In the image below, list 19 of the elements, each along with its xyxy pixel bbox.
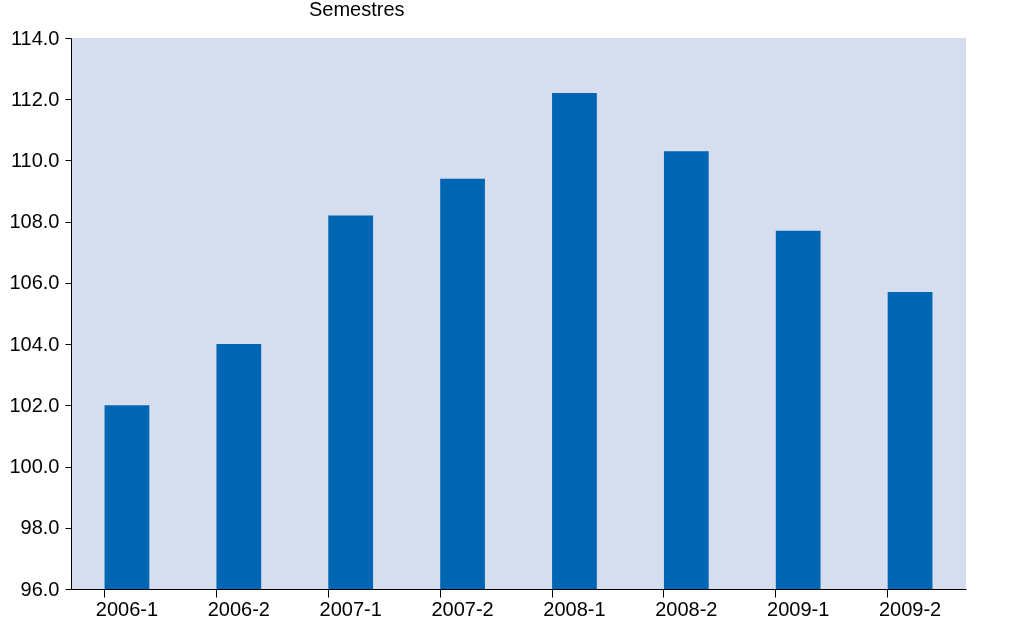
y-tick-label: 106.0 <box>9 271 60 294</box>
x-tick-label: 2007-2 <box>431 597 494 620</box>
y-tick-label: 102.0 <box>9 393 60 416</box>
x-tick-label: 2008-2 <box>655 597 718 620</box>
x-tick-label: 2009-1 <box>767 597 830 620</box>
x-tick-label: 2008-1 <box>543 597 606 620</box>
y-tick-label: 110.0 <box>10 148 60 171</box>
y-tick-label: 114.0 <box>10 26 60 49</box>
x-tick-label: 2007-1 <box>319 597 382 620</box>
chart-title: Semestres <box>308 0 405 20</box>
y-tick-label: 100.0 <box>9 455 60 478</box>
x-tick-label: 2006-1 <box>95 597 159 620</box>
y-tick-label: 104.0 <box>9 332 60 355</box>
x-tick-label: 2006-2 <box>207 597 270 620</box>
y-tick-label: 112.0 <box>10 87 60 110</box>
y-tick-label: 96.0 <box>20 577 60 600</box>
y-tick-label: 98.0 <box>20 516 60 539</box>
x-tick-label: 2009-2 <box>878 597 942 620</box>
y-tick-label: 108.0 <box>9 210 60 233</box>
